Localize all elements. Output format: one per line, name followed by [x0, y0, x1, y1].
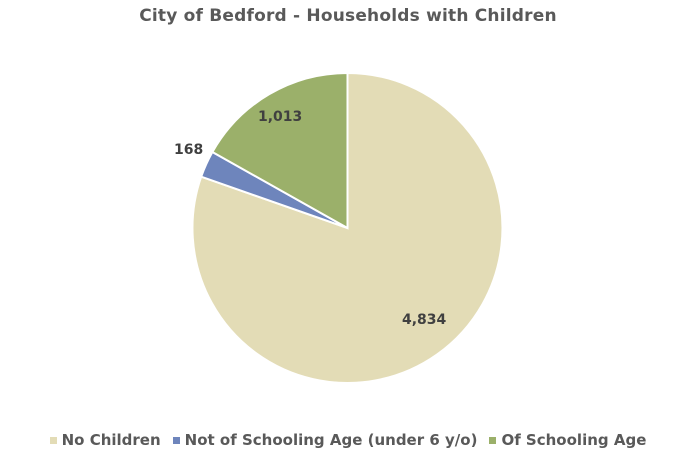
legend-swatch-icon [489, 436, 497, 444]
legend-label: No Children [61, 431, 161, 449]
legend-swatch-icon [49, 436, 57, 444]
data-label-not-of-schooling-age: 168 [174, 142, 204, 158]
legend-swatch-icon [172, 436, 180, 444]
legend-label: Of Schooling Age [501, 431, 647, 449]
legend-label: Not of Schooling Age (under 6 y/o) [184, 431, 478, 449]
slice-of-schooling-age [211, 71, 349, 230]
legend: No Children Not of Schooling Age (under … [0, 431, 696, 449]
chart-title: City of Bedford - Households with Childr… [139, 6, 557, 26]
legend-item-no-children: No Children [49, 431, 161, 449]
legend-item-of-schooling-age: Of Schooling Age [489, 431, 646, 449]
data-label-of-schooling-age: 1,013 [258, 109, 303, 125]
data-label-no-children: 4,834 [402, 312, 447, 328]
legend-item-not-of-schooling-age: Not of Schooling Age (under 6 y/o) [172, 431, 478, 449]
